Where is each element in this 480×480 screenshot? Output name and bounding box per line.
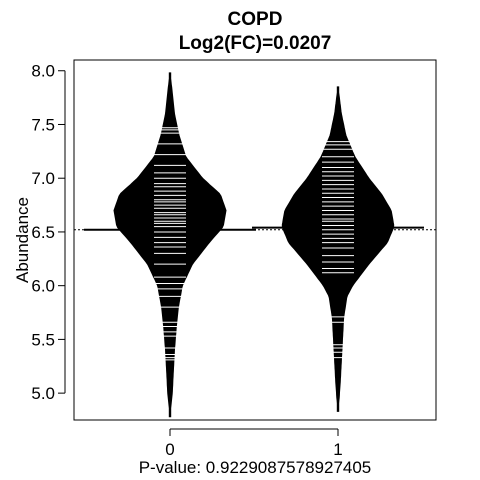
- y-axis-label: Abundance: [13, 197, 32, 283]
- y-tick-label: 7.5: [31, 115, 55, 134]
- bean-0-density: [113, 72, 227, 418]
- y-tick-label: 5.0: [31, 384, 55, 403]
- x-axis-label: P-value: 0.9229087578927405: [139, 458, 372, 477]
- x-tick-label: 0: [165, 440, 174, 459]
- y-tick-label: 8.0: [31, 62, 55, 81]
- chart-subtitle: Log2(FC)=0.0207: [179, 33, 332, 54]
- y-tick-label: 5.5: [31, 330, 55, 349]
- y-tick-label: 7.0: [31, 169, 55, 188]
- y-tick-label: 6.0: [31, 277, 55, 296]
- plot-frame: [73, 59, 437, 421]
- bean-1-density: [281, 86, 395, 412]
- x-tick-label: 1: [333, 440, 342, 459]
- chart-title: COPD: [228, 9, 283, 30]
- y-tick-label: 6.5: [31, 223, 55, 242]
- plot-area: 5.0 5.5 6.0 6.5 7.0 7.5 8.0 0 1: [31, 59, 437, 459]
